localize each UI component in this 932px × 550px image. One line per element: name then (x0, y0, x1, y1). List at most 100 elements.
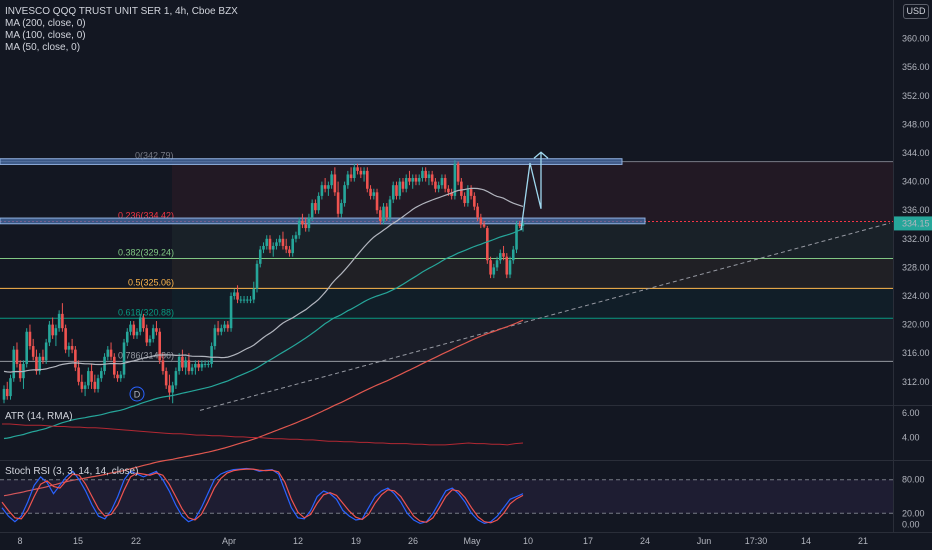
time-tick-label: 10 (523, 536, 533, 546)
candle-body (505, 256, 509, 275)
candle-body (35, 356, 38, 372)
candle-body (362, 170, 366, 175)
candle-body (314, 203, 317, 211)
candle-body (330, 174, 333, 186)
time-tick-label: 19 (351, 536, 361, 546)
candle-body (226, 324, 230, 329)
candle-body (498, 253, 502, 261)
price-tick-label: 316.00 (902, 348, 930, 358)
candle-body (447, 188, 450, 193)
candle-body (434, 181, 437, 189)
candle-body (109, 349, 113, 357)
candle-body (323, 185, 327, 189)
fib-level-label: 0.5(325.06) (128, 277, 174, 287)
projection-arrowhead (533, 151, 549, 159)
candle-body (9, 378, 12, 397)
legend-ma50: MA (50, close, 0) (5, 42, 81, 53)
candle-body (90, 371, 93, 382)
candle-body (262, 245, 265, 250)
candle-body (307, 217, 311, 229)
candle-body (466, 188, 470, 204)
candle-body (122, 342, 126, 375)
candle-body (25, 331, 29, 364)
candle-body (255, 263, 259, 289)
candle-body (430, 174, 434, 182)
candle-body (5, 388, 9, 397)
candle-body (145, 328, 149, 343)
candle-body (12, 349, 16, 379)
time-tick-label: 24 (640, 536, 650, 546)
moving-average-line (3, 187, 524, 373)
fib-level-label: 0.618(320.88) (118, 307, 174, 317)
candle-body (388, 199, 392, 218)
candle-body (281, 238, 285, 246)
candle-body (456, 163, 460, 182)
candle-body (346, 174, 350, 186)
candle-body (404, 178, 408, 189)
candle-body (297, 220, 301, 236)
candle-body (463, 195, 466, 204)
time-tick-label: 26 (408, 536, 418, 546)
candle-body (476, 206, 479, 218)
fib-level-label: 0.786(314.86) (118, 350, 174, 360)
fib-zone (172, 258, 893, 289)
candle-body (51, 324, 54, 336)
candle-body (171, 385, 174, 393)
candle-body (265, 238, 269, 246)
fib-zone (172, 161, 893, 222)
fib-zone (172, 318, 893, 362)
candle-body (284, 245, 288, 250)
candle-body (216, 328, 220, 332)
candle-body (161, 360, 165, 372)
candle-body (515, 224, 518, 250)
candle-body (135, 331, 139, 336)
fib-zone (172, 288, 893, 319)
candle-body (44, 342, 48, 361)
candle-body (417, 178, 421, 182)
time-tick-label: 17:30 (745, 536, 768, 546)
candle-body (391, 185, 395, 200)
candle-body (395, 185, 398, 196)
projection-path (520, 152, 542, 231)
candle-body (148, 338, 152, 343)
atr-tick-label: 4.00 (902, 433, 920, 443)
candle-body (469, 188, 473, 196)
moving-average-line (3, 228, 524, 440)
candle-body (333, 174, 337, 193)
stoch-tick-label: 0.00 (902, 520, 920, 530)
candle-body (64, 328, 67, 350)
candle-body (67, 346, 71, 350)
candle-body (502, 253, 505, 257)
candle-body (336, 192, 340, 214)
price-tick-label: 312.00 (902, 377, 930, 387)
candle-body (369, 188, 372, 196)
time-tick-label: Jun (697, 536, 712, 546)
moving-average-line (3, 319, 524, 497)
atr-line (2, 423, 524, 446)
candle-body (194, 363, 197, 368)
candle-body (511, 249, 515, 261)
candle-body (54, 328, 58, 336)
candle-body (203, 363, 207, 365)
candle-body (408, 178, 411, 182)
candle-body (378, 210, 382, 221)
candle-body (437, 185, 440, 189)
currency-button[interactable]: USD (903, 4, 929, 19)
candle-body (129, 324, 132, 332)
candle-body (207, 363, 210, 365)
price-tick-label: 340.00 (902, 177, 930, 187)
candle-body (427, 174, 431, 179)
candle-body (210, 346, 213, 364)
legend-ma200: MA (200, close, 0) (5, 18, 86, 29)
candle-body (492, 267, 496, 275)
candle-body (301, 220, 304, 225)
candle-body (252, 288, 256, 300)
candle-body (77, 367, 80, 382)
candle-body (343, 185, 346, 204)
candle-body (401, 181, 405, 189)
candle-body (197, 363, 200, 368)
legend-ma100: MA (100, close, 0) (5, 30, 86, 41)
candle-body (83, 385, 87, 389)
candle-body (275, 242, 278, 246)
